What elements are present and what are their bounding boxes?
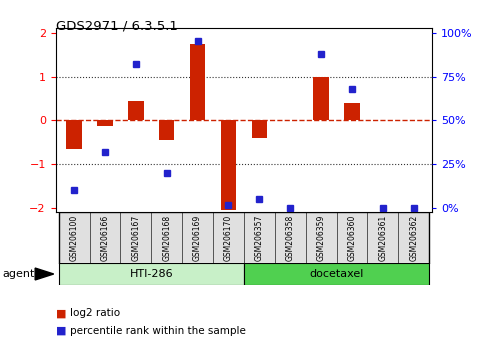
Bar (344, 103, 360, 120)
Bar (275, 212, 306, 264)
Bar (58, 212, 89, 264)
Text: docetaxel: docetaxel (310, 269, 364, 279)
Text: ■: ■ (56, 308, 66, 318)
Bar (58, 263, 244, 285)
Text: GSM206360: GSM206360 (347, 215, 356, 261)
Text: GSM206358: GSM206358 (286, 215, 295, 261)
Bar (306, 212, 337, 264)
Bar (213, 212, 244, 264)
Bar (368, 212, 398, 264)
Bar (337, 212, 368, 264)
Bar (128, 101, 143, 120)
Text: GSM206169: GSM206169 (193, 215, 202, 261)
Bar (313, 76, 329, 120)
Text: GSM206359: GSM206359 (317, 215, 326, 261)
Bar (398, 212, 429, 264)
Bar (159, 120, 174, 140)
Text: log2 ratio: log2 ratio (70, 308, 120, 318)
Text: HTI-286: HTI-286 (129, 269, 173, 279)
Text: GSM206357: GSM206357 (255, 215, 264, 261)
Bar (120, 212, 151, 264)
Text: GSM206166: GSM206166 (100, 215, 110, 261)
Text: GSM206100: GSM206100 (70, 215, 79, 261)
Polygon shape (35, 268, 54, 280)
Bar (244, 263, 429, 285)
Bar (182, 212, 213, 264)
Text: GSM206361: GSM206361 (378, 215, 387, 261)
Text: percentile rank within the sample: percentile rank within the sample (70, 326, 246, 336)
Bar (190, 44, 205, 120)
Bar (89, 212, 120, 264)
Text: agent: agent (2, 269, 35, 279)
Bar (244, 212, 275, 264)
Bar (252, 120, 267, 138)
Text: GSM206167: GSM206167 (131, 215, 141, 261)
Bar (66, 120, 82, 149)
Text: GSM206168: GSM206168 (162, 215, 171, 261)
Text: ■: ■ (56, 326, 66, 336)
Bar (151, 212, 182, 264)
Text: GSM206362: GSM206362 (409, 215, 418, 261)
Text: GDS2971 / 6.3.5.1: GDS2971 / 6.3.5.1 (56, 19, 177, 33)
Text: GSM206170: GSM206170 (224, 215, 233, 261)
Bar (97, 120, 113, 126)
Bar (221, 120, 236, 210)
